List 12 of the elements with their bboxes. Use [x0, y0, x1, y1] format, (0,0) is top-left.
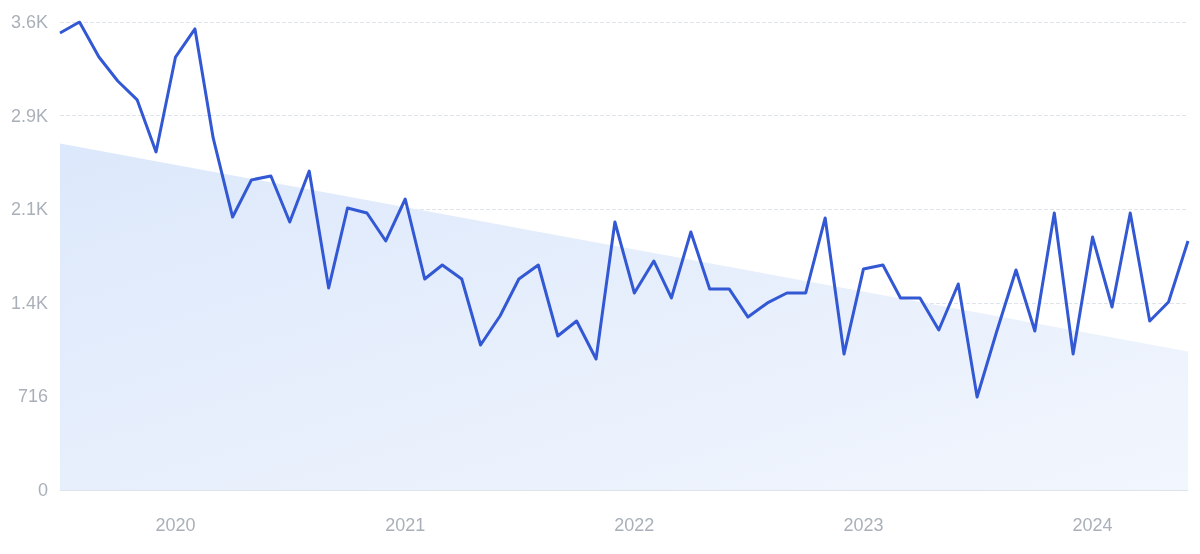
- x-tick-label: 2020: [155, 515, 196, 535]
- x-tick-label: 2021: [385, 515, 426, 535]
- y-tick-label: 716: [17, 386, 48, 407]
- x-tick-label: 2022: [614, 515, 655, 535]
- y-tick-label: 3.6K: [10, 12, 48, 32]
- y-tick-label: 2.1K: [10, 199, 48, 220]
- y-tick-label: 0: [37, 480, 48, 500]
- x-tick-label: 2023: [843, 515, 884, 535]
- y-tick-label: 2.9K: [10, 105, 48, 126]
- y-tick-label: 1.4K: [10, 292, 48, 313]
- line-series: [58, 20, 1190, 399]
- x-tick-label: 2024: [1072, 515, 1113, 535]
